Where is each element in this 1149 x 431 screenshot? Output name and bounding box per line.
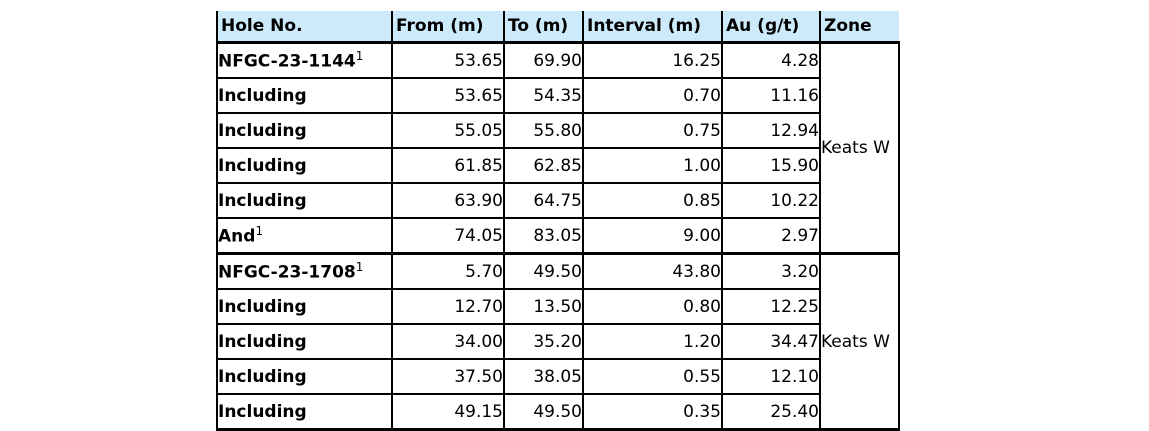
cell-interval: 16.25 <box>582 41 723 78</box>
hole-label: NFGC-23-1144 <box>218 51 356 72</box>
cell-to: 83.05 <box>503 217 584 254</box>
cell-from: 5.70 <box>391 252 505 289</box>
cell-au: 3.20 <box>721 252 821 289</box>
cell-hole-no: NFGC-23-11441 <box>216 41 393 78</box>
hole-label: Including <box>218 401 307 422</box>
cell-interval: 1.00 <box>582 147 723 183</box>
cell-from: 63.90 <box>391 182 505 218</box>
hole-label: Including <box>218 190 307 211</box>
col-header-hole-no: Hole No. <box>216 11 393 44</box>
cell-hole-no: And1 <box>216 217 393 254</box>
header-row: Hole No. From (m) To (m) Interval (m) Au… <box>216 11 899 44</box>
cell-from: 37.50 <box>391 358 505 394</box>
cell-au: 10.22 <box>721 182 821 218</box>
cell-from: 74.05 <box>391 217 505 254</box>
hole-label: Including <box>218 120 307 141</box>
cell-to: 49.50 <box>503 252 584 289</box>
cell-au: 2.97 <box>721 217 821 254</box>
cell-zone: Keats W <box>819 41 900 255</box>
cell-to: 54.35 <box>503 77 584 113</box>
cell-from: 61.85 <box>391 147 505 183</box>
drill-results-table-container: Hole No. From (m) To (m) Interval (m) Au… <box>216 11 900 431</box>
cell-interval: 0.35 <box>582 393 723 431</box>
table-row: Including 53.65 54.35 0.70 11.16 <box>216 77 899 113</box>
col-header-from: From (m) <box>391 11 505 44</box>
cell-to: 13.50 <box>503 288 584 324</box>
cell-to: 38.05 <box>503 358 584 394</box>
cell-au: 12.10 <box>721 358 821 394</box>
cell-from: 53.65 <box>391 77 505 113</box>
footnote-marker: 1 <box>255 224 264 239</box>
cell-au: 25.40 <box>721 393 821 431</box>
cell-from: 34.00 <box>391 323 505 359</box>
cell-interval: 9.00 <box>582 217 723 254</box>
cell-interval: 0.55 <box>582 358 723 394</box>
cell-from: 55.05 <box>391 112 505 148</box>
cell-au: 15.90 <box>721 147 821 183</box>
cell-au: 11.16 <box>721 77 821 113</box>
col-header-interval: Interval (m) <box>582 11 723 44</box>
cell-hole-no: Including <box>216 358 393 394</box>
cell-hole-no: NFGC-23-17081 <box>216 252 393 289</box>
cell-to: 69.90 <box>503 41 584 78</box>
table-row: Including 49.15 49.50 0.35 25.40 <box>216 393 899 431</box>
cell-zone: Keats W <box>819 252 900 431</box>
cell-interval: 0.80 <box>582 288 723 324</box>
cell-hole-no: Including <box>216 323 393 359</box>
table-row: Including 55.05 55.80 0.75 12.94 <box>216 112 899 148</box>
cell-au: 12.25 <box>721 288 821 324</box>
cell-interval: 1.20 <box>582 323 723 359</box>
hole-label: NFGC-23-1708 <box>218 262 356 283</box>
cell-au: 4.28 <box>721 41 821 78</box>
table-row: Including 37.50 38.05 0.55 12.10 <box>216 358 899 394</box>
cell-interval: 0.70 <box>582 77 723 113</box>
table-row: Including 63.90 64.75 0.85 10.22 <box>216 182 899 218</box>
cell-hole-no: Including <box>216 77 393 113</box>
cell-from: 12.70 <box>391 288 505 324</box>
table-row: NFGC-23-17081 5.70 49.50 43.80 3.20 Keats W <box>216 252 900 431</box>
cell-au: 12.94 <box>721 112 821 148</box>
hole-label: Including <box>218 85 307 106</box>
cell-hole-no: Including <box>216 393 393 431</box>
cell-interval: 0.85 <box>582 182 723 218</box>
table-row: Including 34.00 35.20 1.20 34.47 <box>216 323 899 359</box>
cell-to: 64.75 <box>503 182 584 218</box>
cell-hole-no: Including <box>216 182 393 218</box>
footnote-marker: 1 <box>355 260 364 275</box>
col-header-au: Au (g/t) <box>721 11 821 44</box>
cell-to: 49.50 <box>503 393 584 431</box>
hole-label: Including <box>218 331 307 352</box>
cell-to: 55.80 <box>503 112 584 148</box>
table-row: Including 12.70 13.50 0.80 12.25 <box>216 288 899 324</box>
table-row: NFGC-23-11441 53.65 69.90 16.25 4.28 Keats W <box>216 41 900 255</box>
hole-label: Including <box>218 366 307 387</box>
table-row: And1 74.05 83.05 9.00 2.97 <box>216 217 899 254</box>
cell-hole-no: Including <box>216 288 393 324</box>
cell-au: 34.47 <box>721 323 821 359</box>
col-header-zone: Zone <box>819 11 899 44</box>
hole-label: And <box>218 226 256 247</box>
drill-results-table: Hole No. From (m) To (m) Interval (m) Au… <box>216 11 900 431</box>
col-header-to: To (m) <box>503 11 584 44</box>
cell-to: 62.85 <box>503 147 584 183</box>
cell-interval: 43.80 <box>582 252 723 289</box>
hole-label: Including <box>218 155 307 176</box>
cell-interval: 0.75 <box>582 112 723 148</box>
table-row: Including 61.85 62.85 1.00 15.90 <box>216 147 899 183</box>
cell-from: 49.15 <box>391 393 505 431</box>
cell-hole-no: Including <box>216 147 393 183</box>
cell-hole-no: Including <box>216 112 393 148</box>
footnote-marker: 1 <box>355 49 364 64</box>
hole-label: Including <box>218 296 307 317</box>
cell-to: 35.20 <box>503 323 584 359</box>
cell-from: 53.65 <box>391 41 505 78</box>
